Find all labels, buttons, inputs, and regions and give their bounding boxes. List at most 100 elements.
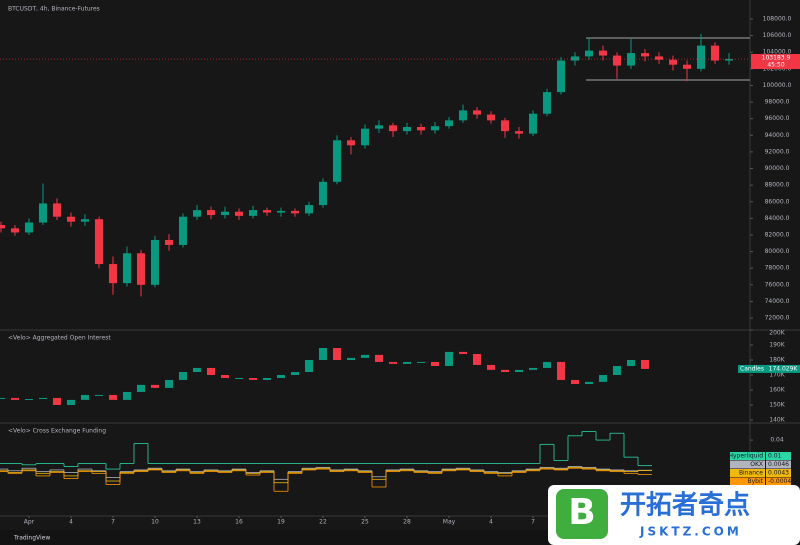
candle-body <box>500 120 509 132</box>
x-tick-label: 19 <box>277 519 285 526</box>
candle-body <box>66 216 75 222</box>
legend-value: 0.0046 <box>768 461 789 468</box>
candle-body <box>248 210 257 216</box>
legend-value: 0.0043 <box>768 470 789 477</box>
oi-candle <box>192 367 201 372</box>
x-tick-label: 25 <box>361 519 369 526</box>
series-value-box <box>766 364 800 373</box>
candle-body <box>528 113 537 134</box>
oi-candle <box>626 360 635 366</box>
x-tick-label: 4 <box>69 519 73 526</box>
x-tick-label: May <box>443 519 456 526</box>
series-value: 174.029K <box>769 365 799 372</box>
countdown: 45:50 <box>767 62 784 69</box>
oi-candle <box>122 391 131 400</box>
watermark-logo <box>556 489 608 539</box>
candle-body <box>682 64 691 69</box>
candle-body <box>304 205 313 214</box>
candle-body <box>668 59 677 65</box>
oi-candle <box>612 366 621 375</box>
oi-candle <box>458 351 467 354</box>
oi-candle <box>262 378 271 380</box>
oi-candle <box>206 367 215 375</box>
y-tick-label: 100000.0 <box>763 82 792 89</box>
candle-body <box>710 45 719 61</box>
x-tick-label: 7 <box>111 519 115 526</box>
x-tick-label: 28 <box>403 519 411 526</box>
y-tick-label: 96000.0 <box>765 115 790 122</box>
oi-candle <box>178 372 187 380</box>
y-tick-label: 160K <box>769 387 785 394</box>
y-tick-label: 76000.0 <box>765 281 790 288</box>
y-tick-label: 90000.0 <box>765 165 790 172</box>
pane-title: <Velo> Aggregated Open Interest <box>8 335 111 342</box>
candle-body <box>332 140 341 182</box>
last-price-box <box>751 54 800 70</box>
oi-candle <box>108 394 117 400</box>
oi-candle <box>388 361 397 364</box>
y-tick-label: 92000.0 <box>765 148 790 155</box>
candle-body <box>542 92 551 114</box>
candle-body <box>360 128 369 146</box>
x-tick-label: 16 <box>235 519 243 526</box>
candle-body <box>416 126 425 131</box>
candle-body <box>346 140 355 146</box>
oi-candle <box>220 375 229 378</box>
candle-body <box>276 210 285 213</box>
legend-name: Bybit <box>748 478 764 485</box>
y-tick-label: 72000.0 <box>765 315 790 322</box>
y-tick-label: 88000.0 <box>765 182 790 189</box>
candle-body <box>640 53 649 57</box>
candle-body <box>724 59 733 61</box>
candle-body <box>472 110 481 115</box>
y-tick-label: 170K <box>769 372 785 379</box>
legend-name: Binance <box>739 470 763 477</box>
candle-body <box>556 60 565 93</box>
oi-candle <box>52 397 61 405</box>
candle-body <box>584 50 593 57</box>
candle-body <box>80 219 89 222</box>
range-box <box>586 37 750 81</box>
x-tick-label: Apr <box>24 519 35 526</box>
oi-candle <box>444 351 453 366</box>
legend-value-box <box>766 477 791 486</box>
candle-body <box>192 210 201 217</box>
legend-name: OKX <box>750 461 763 468</box>
legend-value: -0.0004 <box>768 478 791 485</box>
watermark-logo-letter: B <box>568 492 595 533</box>
oi-candle <box>430 361 439 366</box>
oi-candle <box>500 369 509 372</box>
oi-candle <box>0 397 5 399</box>
x-tick-label: 7 <box>531 519 535 526</box>
candle-body <box>24 222 33 233</box>
oi-candle <box>290 372 299 375</box>
candle-body <box>388 125 397 132</box>
oi-candle <box>80 394 89 400</box>
x-tick-label: 4 <box>489 519 493 526</box>
y-tick-label: 190K <box>769 342 785 349</box>
candle-body <box>612 55 621 66</box>
watermark-name: 开拓者奇点 <box>620 490 750 521</box>
y-tick-label: 74000.0 <box>765 298 790 305</box>
y-tick-label: 150K <box>769 402 785 409</box>
candle-body <box>108 264 117 284</box>
candle-body <box>402 126 411 132</box>
oi-candle <box>164 379 173 388</box>
y-tick-label: 0.04 <box>770 437 784 444</box>
oi-candle <box>542 361 551 368</box>
watermark-site: JSKTZ.COM <box>639 525 742 539</box>
y-tick-label: 106000.0 <box>763 32 792 39</box>
oi-candle <box>486 364 495 370</box>
oi-candle <box>136 384 145 392</box>
legend-name-box <box>730 460 765 469</box>
candle-body <box>598 50 607 56</box>
candle-body <box>0 225 5 229</box>
candle-body <box>178 216 187 245</box>
y-tick-label: 80000.0 <box>765 248 790 255</box>
oi-candle <box>584 381 593 384</box>
legend-value: 0.01 <box>768 453 782 460</box>
candle-body <box>206 210 215 216</box>
oi-candle <box>416 361 425 363</box>
brand[interactable]: TradingView <box>13 535 50 542</box>
